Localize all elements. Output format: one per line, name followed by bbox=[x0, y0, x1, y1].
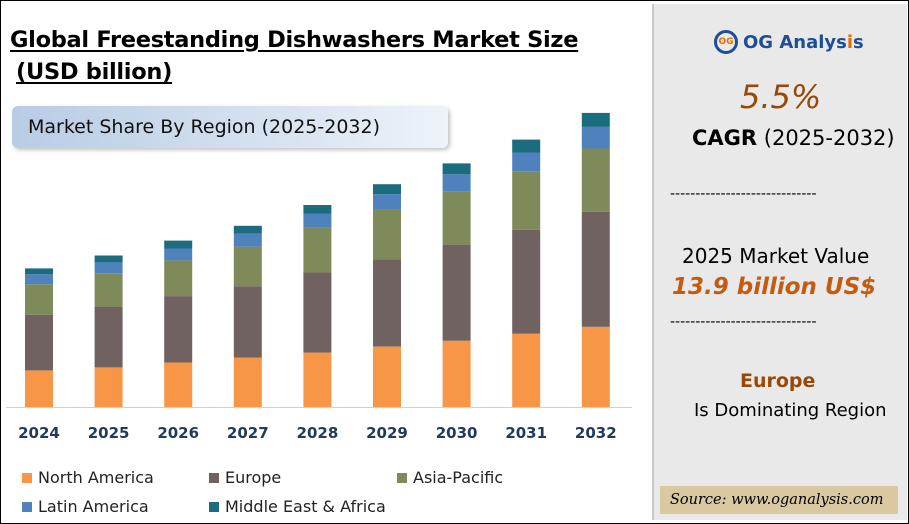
legend-item: Middle East & Africa bbox=[209, 497, 386, 516]
cagr-period: (2025-2032) bbox=[763, 126, 895, 150]
bar-2031-series-3 bbox=[512, 152, 541, 172]
cagr-label: CAGR (2025-2032) bbox=[692, 126, 895, 150]
bar-2029-series-1 bbox=[373, 259, 401, 347]
bar-2030-series-1 bbox=[442, 244, 471, 341]
legend-swatch bbox=[22, 472, 32, 483]
bar-2032-series-0 bbox=[581, 326, 610, 407]
bar-2025-series-4 bbox=[94, 255, 123, 263]
bar-2027-series-0 bbox=[233, 357, 262, 407]
bar-2028-series-4 bbox=[303, 205, 332, 214]
x-tick-label: 2030 bbox=[436, 424, 478, 442]
bar-2025-series-1 bbox=[94, 307, 123, 368]
bar-2025-series-3 bbox=[94, 262, 123, 274]
bar-2030-series-0 bbox=[442, 340, 471, 407]
logo-text: OG Analysis bbox=[743, 32, 864, 53]
og-analysis-logo: OG OG Analysis bbox=[714, 30, 864, 54]
cagr-value: 5.5% bbox=[740, 78, 822, 116]
bar-2032-series-2 bbox=[581, 148, 610, 212]
bar-2028-series-1 bbox=[303, 272, 332, 353]
bar-2029-series-3 bbox=[373, 194, 401, 210]
bar-2024-series-0 bbox=[25, 370, 53, 407]
chart-subtitle: Market Share By Region (2025-2032) bbox=[28, 116, 381, 138]
bar-2026-series-4 bbox=[164, 240, 193, 249]
bar-2026-series-3 bbox=[164, 248, 193, 261]
bar-2026-series-0 bbox=[164, 362, 193, 407]
bar-2025-series-0 bbox=[94, 367, 123, 407]
bar-2031-series-2 bbox=[512, 171, 541, 230]
bar-2027-series-3 bbox=[233, 233, 262, 247]
bar-2032-series-1 bbox=[581, 211, 610, 327]
bar-2029-series-2 bbox=[373, 209, 401, 260]
bar-2024-series-3 bbox=[25, 274, 53, 285]
bar-2026-series-2 bbox=[164, 260, 193, 297]
dominating-region: Europe bbox=[740, 370, 816, 392]
bar-2025-series-2 bbox=[94, 273, 123, 307]
bar-2027-series-1 bbox=[233, 286, 262, 358]
bar-2032-series-3 bbox=[581, 126, 610, 149]
chart-panel: Global Freestanding Dishwashers Market S… bbox=[6, 24, 632, 518]
stacked-bar-chart: 2024 2025 2026 2027 2028 2029 2030 2031 2032 bbox=[6, 112, 632, 442]
x-tick-label: 2029 bbox=[366, 424, 408, 442]
bar-2028-series-2 bbox=[303, 227, 332, 273]
legend-label: Europe bbox=[225, 468, 282, 487]
bar-2027-series-4 bbox=[233, 225, 262, 234]
chart-title: Global Freestanding Dishwashers Market S… bbox=[10, 24, 610, 88]
x-tick-label: 2031 bbox=[505, 424, 547, 442]
x-tick-label: 2027 bbox=[227, 424, 269, 442]
market-value: 13.9 billion US$ bbox=[672, 274, 877, 300]
source-bar: Source: www.oganalysis.com bbox=[660, 486, 898, 514]
divider-top: ----------------------------- bbox=[670, 186, 817, 202]
bar-2031-series-1 bbox=[512, 229, 541, 334]
x-tick-label: 2024 bbox=[18, 424, 60, 442]
bar-2030-series-2 bbox=[442, 191, 471, 245]
x-tick-labels: 2024 2025 2026 2027 2028 2029 2030 2031 2032 bbox=[18, 424, 617, 442]
legend-item: Europe bbox=[209, 468, 281, 487]
bar-2026-series-1 bbox=[164, 296, 193, 363]
divider-bottom: ----------------------------- bbox=[670, 314, 817, 330]
dominating-region-text: Is Dominating Region bbox=[694, 400, 887, 421]
bar-2032-series-4 bbox=[581, 112, 610, 127]
source-text: Source: www.oganalysis.com bbox=[670, 492, 884, 508]
bar-2030-series-3 bbox=[442, 174, 471, 192]
logo-text-highlight: i bbox=[846, 31, 854, 53]
bar-2029-series-4 bbox=[373, 184, 401, 195]
bar-2030-series-4 bbox=[442, 163, 471, 175]
legend-swatch bbox=[209, 472, 219, 483]
legend: North America Europe Asia-Pacific Latin Ame… bbox=[22, 468, 622, 518]
bar-2028-series-0 bbox=[303, 352, 332, 407]
legend-swatch bbox=[22, 501, 32, 512]
cagr-label-text: CAGR bbox=[692, 126, 758, 150]
legend-label: Latin America bbox=[38, 497, 149, 516]
legend-item: Latin America bbox=[22, 497, 149, 516]
logo-text-part1: OG Analys bbox=[743, 31, 847, 53]
market-value-label: 2025 Market Value bbox=[682, 244, 870, 268]
legend-label: North America bbox=[38, 468, 154, 487]
x-tick-label: 2032 bbox=[575, 424, 617, 442]
bar-2027-series-2 bbox=[233, 246, 262, 287]
logo-text-part2: s bbox=[853, 31, 864, 53]
summary-panel: OG OG Analysis 5.5% CAGR (2025-2032) ---… bbox=[652, 4, 907, 520]
bar-2024-series-4 bbox=[25, 268, 53, 275]
x-tick-label: 2028 bbox=[297, 424, 339, 442]
x-tick-label: 2026 bbox=[157, 424, 199, 442]
bar-2024-series-2 bbox=[25, 284, 53, 315]
bar-2028-series-3 bbox=[303, 213, 332, 228]
bar-2024-series-1 bbox=[25, 314, 53, 371]
legend-swatch bbox=[397, 472, 407, 483]
logo-circle-icon: OG bbox=[714, 30, 738, 54]
bar-2031-series-4 bbox=[512, 139, 541, 153]
legend-label: Asia-Pacific bbox=[413, 468, 504, 487]
subtitle-banner: Market Share By Region (2025-2032) bbox=[12, 106, 448, 148]
legend-swatch bbox=[209, 501, 219, 512]
bar-2029-series-0 bbox=[373, 346, 401, 407]
x-tick-label: 2025 bbox=[88, 424, 130, 442]
bars-group bbox=[25, 112, 610, 407]
legend-item: North America bbox=[22, 468, 154, 487]
bar-2031-series-0 bbox=[512, 333, 541, 407]
chart-title-line1: Global Freestanding Dishwashers Market S… bbox=[10, 27, 579, 53]
logo-mark: OG bbox=[718, 37, 734, 47]
chart-title-line2: (USD billion) bbox=[16, 59, 173, 85]
legend-label: Middle East & Africa bbox=[225, 497, 386, 516]
legend-item: Asia-Pacific bbox=[397, 468, 503, 487]
